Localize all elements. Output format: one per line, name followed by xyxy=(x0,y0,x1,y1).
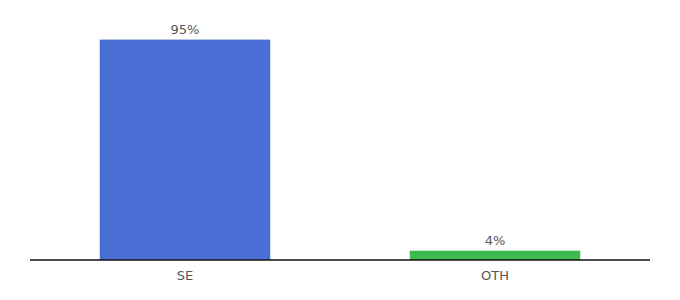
bars xyxy=(100,40,581,260)
chart-container: 95% 4% SE OTH xyxy=(0,0,680,300)
x-axis-line xyxy=(30,259,650,261)
chart: 95% 4% SE OTH xyxy=(0,0,680,300)
bar xyxy=(410,251,581,260)
x-tick-labels: SE OTH xyxy=(177,268,509,283)
data-label: 4% xyxy=(485,233,506,248)
data-label: 95% xyxy=(171,22,200,37)
x-tick-label: OTH xyxy=(481,268,509,283)
bar xyxy=(100,40,271,260)
x-tick-label: SE xyxy=(177,268,193,283)
data-labels: 95% 4% xyxy=(171,22,506,248)
